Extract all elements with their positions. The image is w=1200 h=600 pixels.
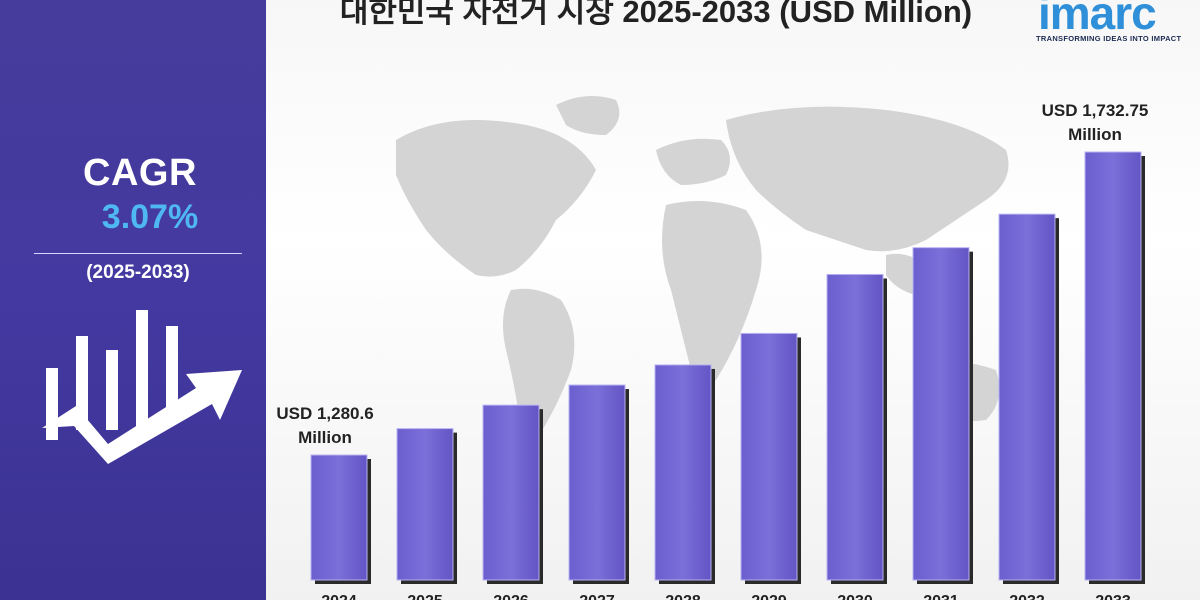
x-tick-label: 2029 xyxy=(751,593,787,600)
x-tick-label: 2031 xyxy=(923,593,959,600)
data-label-2033: USD 1,732.75 xyxy=(1042,101,1149,120)
x-tick-label: 2033 xyxy=(1095,593,1131,600)
x-tick-label: 2026 xyxy=(493,593,529,600)
growth-bars-arrow-icon xyxy=(42,310,242,464)
x-tick-label: 2025 xyxy=(407,593,443,600)
brand-tagline: TRANSFORMING IDEAS INTO IMPACT xyxy=(1036,34,1182,43)
world-map-background xyxy=(396,96,1009,444)
bar-2025 xyxy=(396,428,454,581)
cagr-period: (2025-2033) xyxy=(86,262,190,283)
bar-2031 xyxy=(912,247,970,581)
data-label-2033: Million xyxy=(1068,125,1122,144)
bar-2024 xyxy=(310,454,368,581)
bar-2032 xyxy=(998,213,1056,581)
bar-2026 xyxy=(482,404,540,581)
x-tick-label: 2027 xyxy=(579,593,615,600)
bar-2028 xyxy=(654,364,712,581)
chart-title: 대한민국 자전거 시장 2025-2033 (USD Million) xyxy=(339,0,973,29)
x-tick-label: 2024 xyxy=(321,593,357,600)
divider xyxy=(34,253,242,254)
x-tick-label: 2028 xyxy=(665,593,701,600)
bar-2029 xyxy=(740,332,798,581)
bar-2033 xyxy=(1084,151,1142,581)
brand-logo: imarc TRANSFORMING IDEAS INTO IMPACT xyxy=(1036,0,1200,48)
cagr-value: 3.07% xyxy=(101,198,199,236)
data-label-2024: Million xyxy=(298,428,352,447)
cagr-label: CAGR xyxy=(83,152,197,194)
bar-2027 xyxy=(568,384,626,581)
brand-name: imarc xyxy=(1038,0,1157,39)
data-label-2024: USD 1,280.6 xyxy=(276,404,373,423)
x-tick-label: 2030 xyxy=(837,593,873,600)
x-tick-label: 2032 xyxy=(1009,593,1045,600)
bar-2030 xyxy=(826,273,884,581)
cagr-panel: CAGR 3.07% (2025-2033) xyxy=(0,0,266,600)
